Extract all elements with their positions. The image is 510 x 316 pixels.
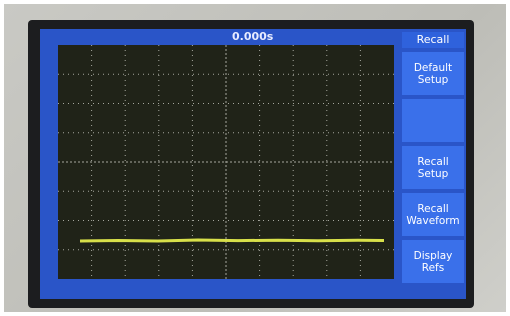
graticule <box>58 45 394 279</box>
signal-trace <box>80 240 384 241</box>
side-menu: Recall Default Setup Recall Setup Recall… <box>402 32 464 296</box>
menu-button[interactable]: Recall Waveform <box>402 193 464 236</box>
page: 0.000s Recall Default Setup Recall Setup… <box>0 0 510 316</box>
top-bar: 0.000s <box>40 29 402 44</box>
menu-button[interactable]: Recall Setup <box>402 146 464 189</box>
graticule-svg <box>58 45 394 279</box>
bottom-bar <box>58 281 396 295</box>
menu-button-empty[interactable] <box>402 99 464 142</box>
menu-button[interactable]: Default Setup <box>402 52 464 95</box>
menu-title: Recall <box>402 32 464 48</box>
timebase: 0.000s <box>232 30 273 43</box>
menu-button[interactable]: Display Refs <box>402 240 464 283</box>
